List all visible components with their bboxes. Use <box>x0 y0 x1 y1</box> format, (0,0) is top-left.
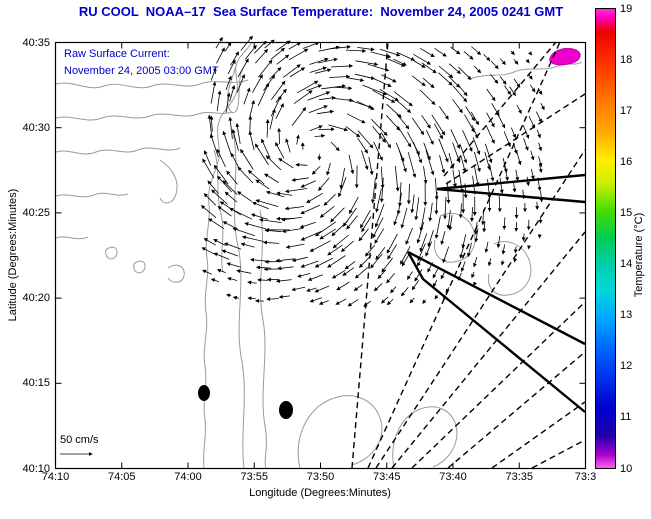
y-tick-label: 40:10 <box>22 462 50 475</box>
y-axis-label: Latitude (Degrees:Minutes) <box>7 188 19 322</box>
colorbar-label: Temperature (°C) <box>633 212 645 298</box>
current-vector-field <box>200 35 545 307</box>
colorbar-tick-label: 18 <box>620 53 633 66</box>
y-tick-label: 40:15 <box>22 377 50 390</box>
figure-title: RU COOL NOAA–17 Sea Surface Temperature:… <box>78 4 564 19</box>
y-tick-label: 40:30 <box>22 121 50 134</box>
colorbar-tick-label: 12 <box>620 360 633 373</box>
x-tick-label: 73:55 <box>240 471 269 483</box>
x-tick-label: 74:05 <box>107 471 136 483</box>
colorbar-tick-label: 17 <box>620 104 633 117</box>
colorbar <box>595 8 616 469</box>
colorbar-tick-label: 11 <box>620 411 632 424</box>
colorbar-tick-label: 16 <box>620 155 633 168</box>
annotation-line1: Raw Surface Current: <box>64 48 170 60</box>
x-tick-label: 73:45 <box>372 471 401 483</box>
y-tick-label: 40:25 <box>22 206 50 219</box>
colorbar-tick-label: 14 <box>620 258 633 270</box>
colorbar-tick-label: 13 <box>620 309 633 322</box>
x-axis-label: Longitude (Degrees:Minutes) <box>249 487 391 499</box>
x-tick-label: 73:35 <box>505 471 534 483</box>
colorbar-tick-label: 19 <box>620 2 633 15</box>
x-tick-label: 73:3 <box>574 471 597 483</box>
x-tick-label: 73:40 <box>439 471 467 483</box>
y-tick-label: 40:35 <box>22 36 50 49</box>
station-dots <box>198 385 293 419</box>
coastline-contours <box>55 41 583 469</box>
x-tick-label: 73:50 <box>306 471 335 483</box>
radar-boundary-lines-solid <box>406 173 586 413</box>
x-tick-label: 74:10 <box>41 471 70 483</box>
x-tick-label: 74:00 <box>174 471 202 483</box>
colorbar-tick-label: 15 <box>620 206 633 219</box>
y-tick-label: 40:20 <box>22 292 50 305</box>
annotation-line2: November 24, 2005 03:00 GMT <box>64 65 219 77</box>
radar-bearing-lines-dashed <box>351 41 586 469</box>
warm-sst-patch <box>549 47 581 66</box>
colorbar-tick-label: 10 <box>620 462 633 475</box>
scale-label: 50 cm/s <box>60 434 99 446</box>
